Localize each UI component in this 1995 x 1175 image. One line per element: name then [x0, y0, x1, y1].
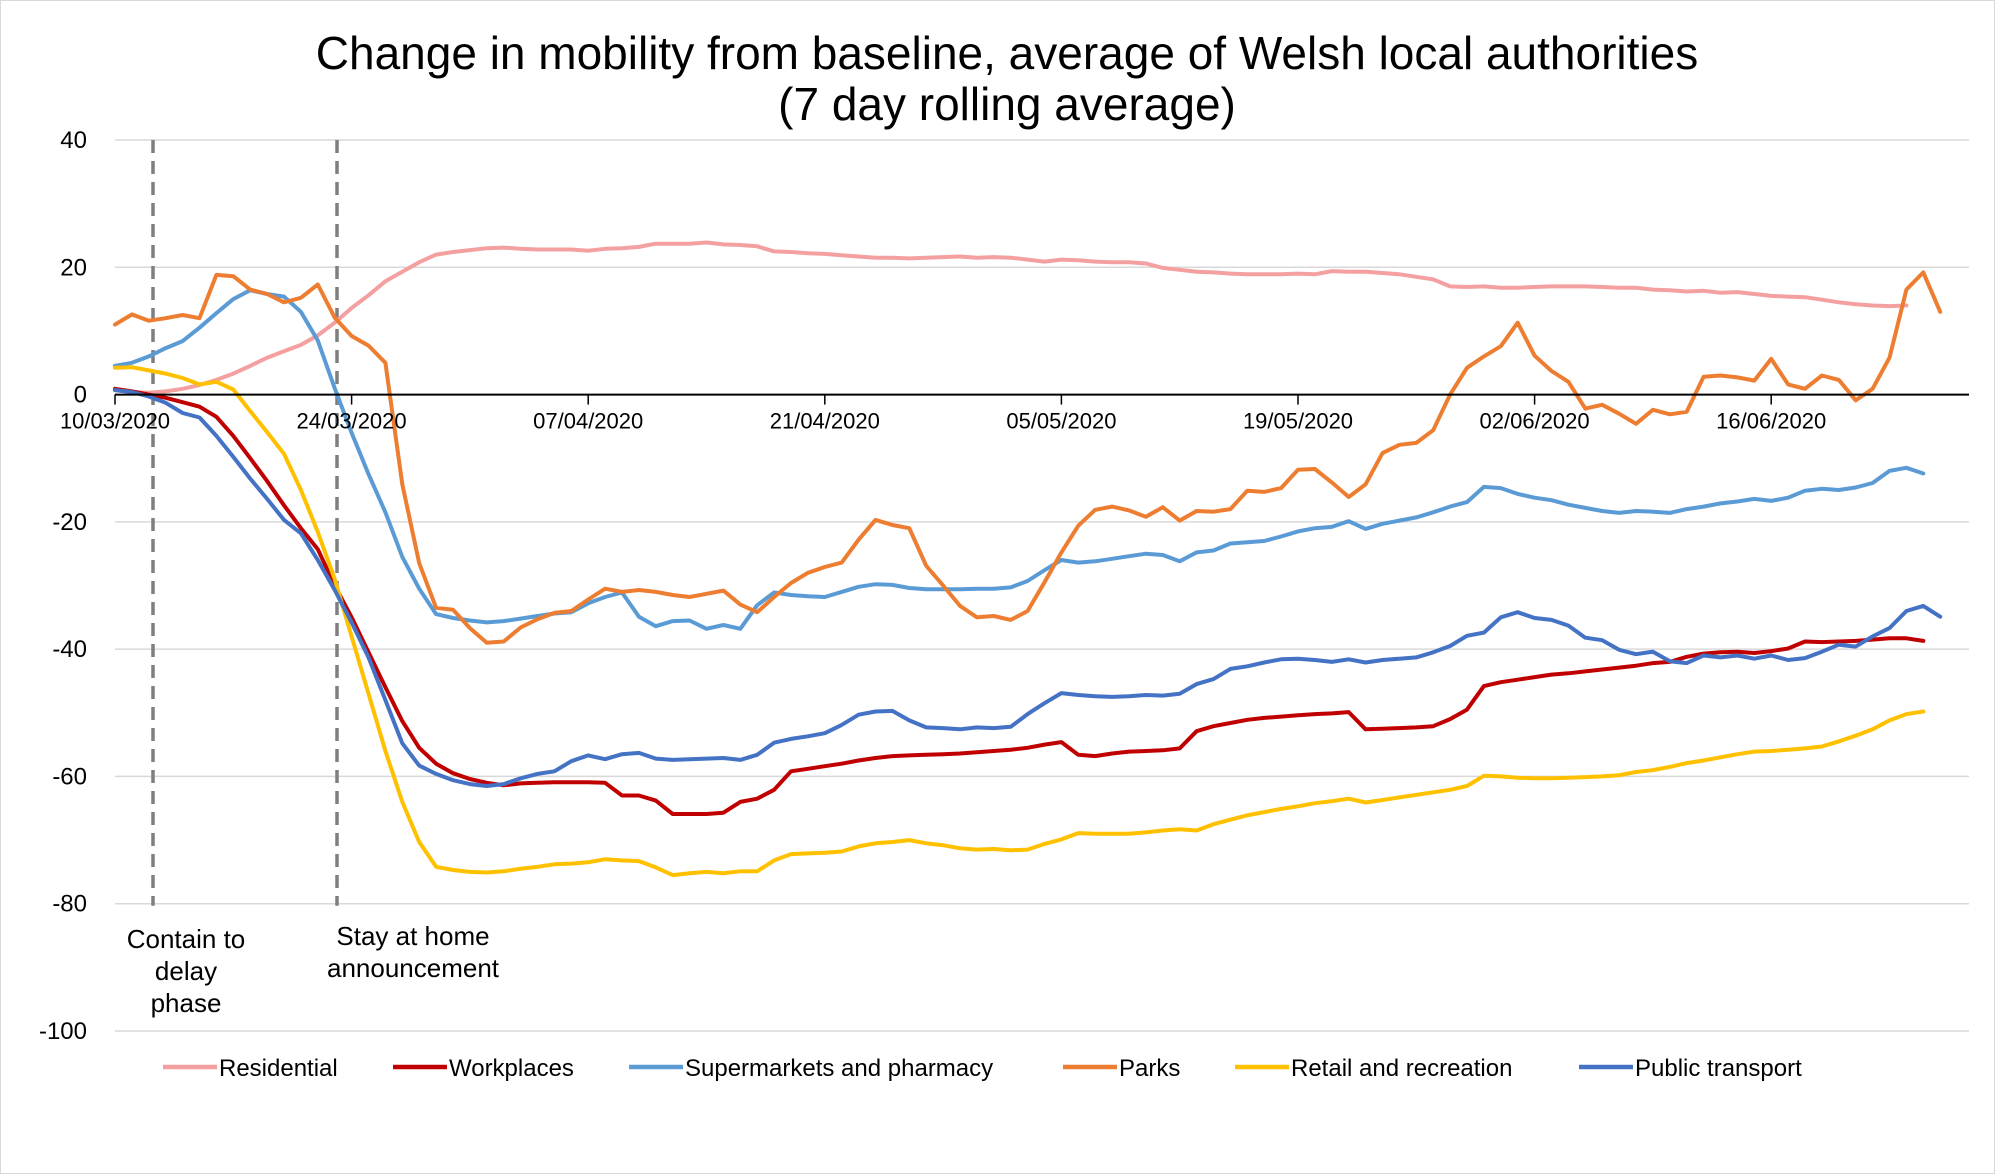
y-tick-label: -20 — [52, 509, 87, 536]
legend-label: Retail and recreation — [1291, 1055, 1512, 1082]
annotations: Contain to delay phase Stay at home announce… — [127, 140, 500, 1018]
y-tick-label: -100 — [39, 1018, 87, 1045]
x-axis: 10/03/2020 24/03/2020 07/04/2020 21/04/2020… — [60, 393, 1969, 434]
x-tick-label: 21/04/2020 — [770, 409, 880, 434]
y-tick-label: -60 — [52, 763, 87, 790]
annotation-label: Contain to delay phase — [127, 924, 246, 1018]
legend-label: Public transport — [1635, 1055, 1802, 1082]
y-tick-label: -40 — [52, 636, 87, 663]
annotation-label-line: delay — [155, 956, 217, 986]
x-tick-label: 05/05/2020 — [1006, 409, 1116, 434]
chart-title-group: Change in mobility from baseline, averag… — [316, 27, 1698, 130]
legend-label: Residential — [219, 1055, 338, 1082]
series-line-retail-and-recreation — [113, 365, 1926, 878]
legend: Residential Workplaces Supermarkets and ph… — [163, 1055, 1802, 1082]
annotation-label: Stay at home announcement — [327, 921, 500, 983]
y-tick-label: 20 — [60, 254, 87, 281]
y-tick-label: 40 — [60, 127, 87, 154]
annotation-label-line: Contain to — [127, 924, 246, 954]
chart-subtitle: (7 day rolling average) — [778, 78, 1236, 130]
series-line-parks — [113, 270, 1943, 645]
series-lines — [113, 240, 1943, 878]
x-tick-label: 07/04/2020 — [533, 409, 643, 434]
series-line-public-transport — [113, 388, 1943, 788]
annotation-label-line: announcement — [327, 953, 500, 983]
series-line-supermarkets-and-pharmacy — [113, 288, 1926, 631]
annotation-label-line: Stay at home — [336, 921, 489, 951]
gridlines — [115, 139, 1969, 1032]
series-line-residential — [113, 240, 1909, 395]
x-tick-label: 16/06/2020 — [1716, 409, 1826, 434]
legend-label: Parks — [1119, 1055, 1180, 1082]
x-tick-label: 10/03/2020 — [60, 409, 170, 434]
chart-title: Change in mobility from baseline, averag… — [316, 27, 1698, 79]
legend-label: Workplaces — [449, 1055, 574, 1082]
y-tick-label: -80 — [52, 891, 87, 918]
annotation-label-line: phase — [151, 988, 222, 1018]
y-tick-label: 0 — [74, 382, 87, 409]
y-axis-ticks: 40 20 0 -20 -40 -60 -80 -100 — [39, 127, 87, 1045]
legend-label: Supermarkets and pharmacy — [685, 1055, 993, 1082]
x-tick-label: 02/06/2020 — [1480, 409, 1590, 434]
x-tick-label: 24/03/2020 — [297, 409, 407, 434]
series-line-workplaces — [113, 386, 1926, 816]
x-tick-label: 19/05/2020 — [1243, 409, 1353, 434]
